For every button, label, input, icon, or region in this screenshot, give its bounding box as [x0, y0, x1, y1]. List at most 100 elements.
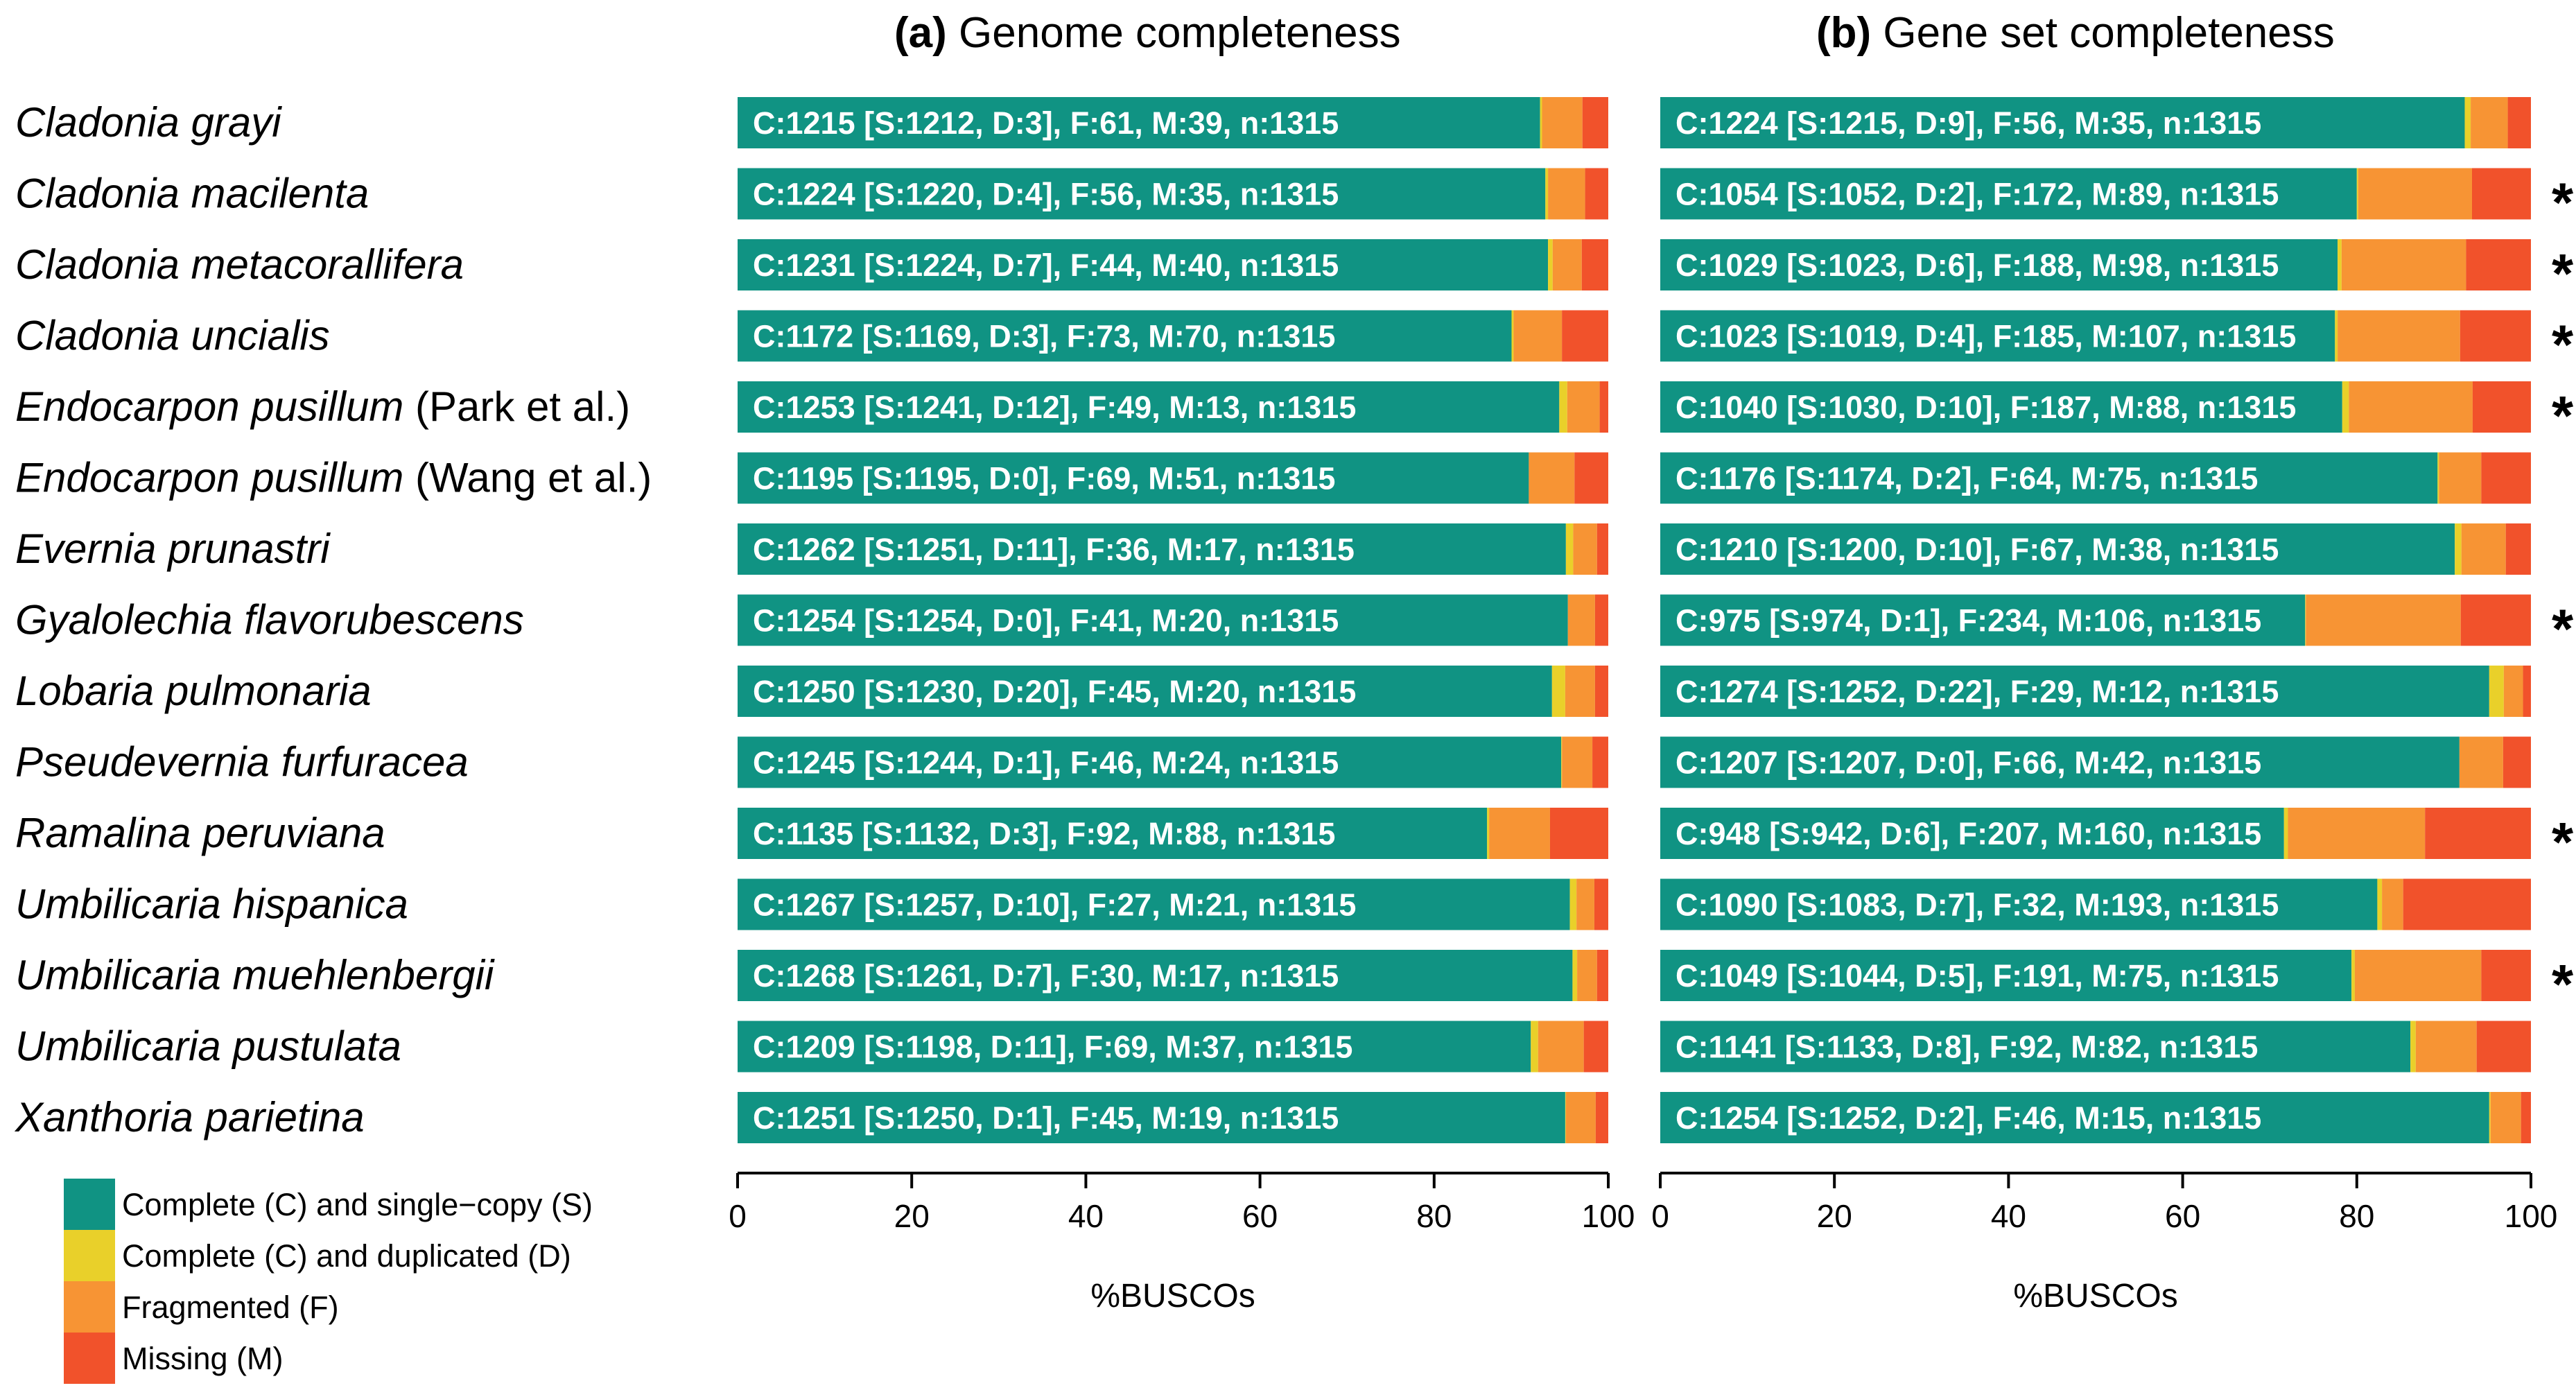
bar-segment-fragmented — [2415, 1021, 2477, 1073]
species-label: Lobaria pulmonaria — [15, 668, 372, 714]
bar-segment-fragmented — [2354, 950, 2482, 1001]
species-name: Endocarpon pusillum — [15, 383, 403, 430]
legend: Complete (C) and single−copy (S) Complete… — [64, 1179, 593, 1384]
bar-segment-fragmented — [1576, 878, 1594, 930]
bar-segment-missing — [2425, 808, 2531, 859]
bar-segment-single — [1660, 310, 2335, 362]
bar-segment-missing — [1596, 523, 1608, 575]
species-name: Umbilicaria muehlenbergii — [15, 952, 495, 998]
species-name: Xanthoria parietina — [14, 1094, 365, 1140]
bar-data-label: C:1029 [S:1023, D:6], F:188, M:98, n:131… — [1676, 248, 2279, 283]
bar-segment-missing — [2481, 452, 2531, 504]
bar-segment-missing — [1574, 452, 1608, 504]
panel-genome-completeness: (a) Genome completeness C:1215 [S:1212, D… — [729, 9, 1635, 1314]
bar-segment-single — [738, 950, 1573, 1001]
bar-segment-missing — [2472, 381, 2531, 433]
significance-star: * — [2552, 243, 2574, 304]
panel-gene-set-completeness: (b) Gene set completeness C:1224 [S:1215,… — [1651, 9, 2574, 1314]
bar-segment-single — [1660, 1021, 2411, 1073]
x-tick-label: 80 — [1416, 1198, 1452, 1234]
legend-swatch-duplicated — [64, 1230, 115, 1281]
x-tick-label: 80 — [2339, 1198, 2374, 1234]
species-name: Cladonia metacorallifera — [15, 241, 464, 288]
bar-segment-fragmented — [2471, 97, 2508, 148]
bar-segment-missing — [1594, 878, 1608, 930]
species-label: Gyalolechia flavorubescens — [15, 597, 524, 643]
bar-segment-duplicated — [2283, 808, 2288, 859]
bar-segment-fragmented — [2358, 168, 2472, 220]
bar-segment-single — [1660, 666, 2489, 717]
species-name: Cladonia macilenta — [15, 171, 369, 217]
bar-segment-fragmented — [1573, 523, 1597, 575]
bar-segment-single — [1660, 168, 2357, 220]
bar-segment-duplicated — [1487, 808, 1490, 859]
bar-segment-duplicated — [1551, 666, 1565, 717]
legend-label: Fragmented (F) — [122, 1290, 339, 1325]
x-axis-label: %BUSCOs — [2013, 1278, 2177, 1314]
x-tick-label: 20 — [894, 1198, 930, 1234]
bar-segment-fragmented — [1538, 1021, 1584, 1073]
bar-segment-missing — [2523, 666, 2531, 717]
bar-segment-missing — [2505, 523, 2531, 575]
bar-segment-single — [1660, 239, 2338, 290]
bar-segment-duplicated — [1548, 239, 1553, 290]
bar-data-label: C:1245 [S:1244, D:1], F:46, M:24, n:1315 — [753, 745, 1339, 781]
bar-segment-fragmented — [1529, 452, 1575, 504]
bar-data-label: C:975 [S:974, D:1], F:234, M:106, n:1315 — [1676, 603, 2261, 639]
bar-segment-single — [738, 310, 1512, 362]
bar-segment-duplicated — [1531, 1021, 1538, 1073]
bar-segment-single — [738, 239, 1549, 290]
bar-data-label: C:1141 [S:1133, D:8], F:92, M:82, n:1315 — [1676, 1030, 2258, 1065]
bar-segment-missing — [1596, 950, 1608, 1001]
legend-label: Complete (C) and single−copy (S) — [122, 1187, 593, 1222]
bar-segment-single — [1660, 878, 2378, 930]
bar-segment-duplicated — [1545, 168, 1549, 220]
bar-segment-single — [738, 168, 1546, 220]
species-name: Pseudevernia furfuracea — [15, 739, 469, 786]
bar-segment-fragmented — [1562, 736, 1593, 788]
bar-data-label: C:1135 [S:1132, D:3], F:92, M:88, n:1315 — [753, 816, 1335, 851]
bar-segment-missing — [2503, 736, 2531, 788]
bar-segment-single — [1660, 1092, 2489, 1143]
bar-segment-single — [1660, 523, 2455, 575]
bar-segment-missing — [1594, 594, 1608, 646]
bar-segment-fragmented — [1548, 168, 1585, 220]
species-name: Lobaria pulmonaria — [15, 668, 372, 714]
bar-segment-single — [1660, 736, 2460, 788]
species-label: Umbilicaria muehlenbergii — [15, 952, 495, 998]
significance-star: * — [2552, 811, 2574, 873]
bar-segment-duplicated — [2351, 950, 2355, 1001]
bar-segment-duplicated — [1559, 381, 1567, 433]
bar-segment-single — [1660, 808, 2284, 859]
bar-data-label: C:1090 [S:1083, D:7], F:32, M:193, n:131… — [1676, 887, 2279, 923]
bar-segment-fragmented — [2338, 310, 2460, 362]
x-tick-label: 60 — [2165, 1198, 2200, 1234]
bar-data-label: C:1195 [S:1195, D:0], F:69, M:51, n:1315 — [753, 461, 1335, 496]
bar-segment-missing — [2481, 950, 2531, 1001]
x-tick-label: 40 — [1991, 1198, 2026, 1234]
bar-data-label: C:1054 [S:1052, D:2], F:172, M:89, n:131… — [1676, 177, 2279, 212]
species-label: Pseudevernia furfuracea — [15, 739, 469, 786]
bar-segment-single — [738, 97, 1540, 148]
bar-segment-missing — [2507, 97, 2531, 148]
bar-segment-missing — [1592, 736, 1608, 788]
bar-data-label: C:1254 [S:1252, D:2], F:46, M:15, n:1315 — [1676, 1100, 2261, 1136]
significance-star: * — [2552, 953, 2574, 1015]
bar-segment-single — [738, 1021, 1531, 1073]
bar-data-label: C:1262 [S:1251, D:11], F:36, M:17, n:131… — [753, 532, 1355, 567]
x-tick-label: 100 — [2505, 1198, 2558, 1234]
bar-data-label: C:1210 [S:1200, D:10], F:67, M:38, n:131… — [1676, 532, 2279, 567]
bar-segment-fragmented — [2306, 594, 2461, 646]
species-label: Cladonia uncialis — [15, 313, 330, 359]
bar-segment-single — [738, 666, 1552, 717]
bar-data-label: C:1267 [S:1257, D:10], F:27, M:21, n:131… — [753, 887, 1356, 923]
bar-segment-single — [738, 523, 1566, 575]
bar-segment-fragmented — [1565, 1092, 1596, 1143]
bar-data-label: C:1049 [S:1044, D:5], F:191, M:75, n:131… — [1676, 958, 2279, 993]
bar-segment-duplicated — [2489, 1092, 2491, 1143]
x-tick-label: 20 — [1817, 1198, 1852, 1234]
bar-segment-missing — [2460, 310, 2531, 362]
bar-data-label: C:1253 [S:1241, D:12], F:49, M:13, n:131… — [753, 390, 1356, 425]
bar-segment-missing — [2403, 878, 2531, 930]
bar-segment-duplicated — [2342, 381, 2349, 433]
